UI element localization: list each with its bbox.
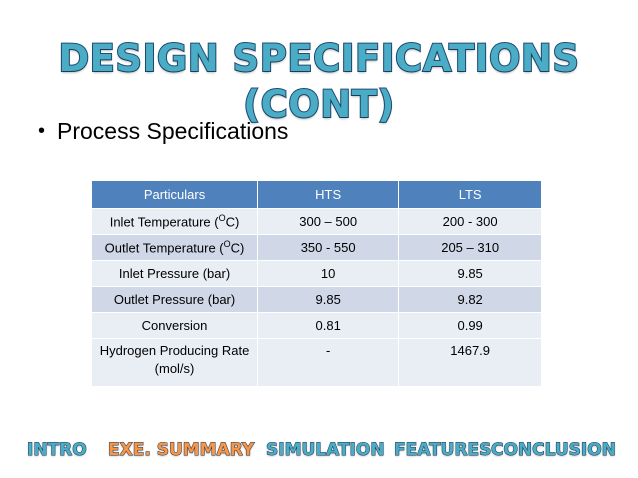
bottom-navigation: INTRO EXE. SUMMARY SIMULATION FEATURES C… bbox=[0, 438, 638, 468]
table-row: Inlet Temperature (OC) 300 – 500 200 - 3… bbox=[90, 208, 542, 235]
cell-lts: 0.99 bbox=[398, 312, 542, 339]
cell-particular-superscript: O bbox=[223, 239, 231, 250]
bullet-item: • Process Specifications bbox=[38, 118, 288, 145]
nav-features-link[interactable]: FEATURES bbox=[393, 440, 492, 461]
header-hts: HTS bbox=[257, 180, 400, 209]
cell-hts: 9.85 bbox=[257, 286, 400, 313]
cell-particular: Conversion bbox=[90, 312, 259, 339]
cell-particular-text: Inlet Temperature ( bbox=[109, 214, 219, 230]
table-row: Hydrogen Producing Rate (mol/s) - 1467.9 bbox=[90, 338, 542, 387]
cell-particular-unit: C) bbox=[230, 240, 245, 256]
cell-particular: Hydrogen Producing Rate (mol/s) bbox=[90, 338, 259, 387]
cell-particular: Inlet Pressure (bar) bbox=[90, 260, 259, 287]
cell-lts: 9.82 bbox=[398, 286, 542, 313]
nav-conclusion-link[interactable]: CONCLUSION bbox=[491, 440, 617, 461]
cell-particular-superscript: O bbox=[218, 213, 226, 224]
bullet-dot-icon: • bbox=[38, 120, 46, 142]
cell-particular: Outlet Pressure (bar) bbox=[90, 286, 259, 313]
bullet-text: Process Specifications bbox=[57, 118, 289, 144]
cell-hts: 0.81 bbox=[257, 312, 400, 339]
process-specifications-table: Particulars HTS LTS Inlet Temperature (O… bbox=[90, 180, 542, 387]
cell-hts: - bbox=[257, 338, 400, 387]
table-row: Outlet Temperature (OC) 350 - 550 205 – … bbox=[90, 234, 542, 261]
cell-particular: Outlet Temperature (OC) bbox=[90, 234, 259, 261]
table-header-row: Particulars HTS LTS bbox=[90, 180, 542, 209]
cell-lts: 9.85 bbox=[398, 260, 542, 287]
slide-title: DESIGN SPECIFICATIONS (CONT) bbox=[57, 36, 580, 127]
table-row: Outlet Pressure (bar) 9.85 9.82 bbox=[90, 286, 542, 313]
cell-lts: 200 - 300 bbox=[398, 208, 542, 235]
cell-particular-unit: C) bbox=[225, 214, 240, 230]
cell-hts: 350 - 550 bbox=[257, 234, 400, 261]
cell-lts: 205 – 310 bbox=[398, 234, 542, 261]
table-row: Inlet Pressure (bar) 10 9.85 bbox=[90, 260, 542, 287]
header-particulars: Particulars bbox=[90, 180, 259, 209]
cell-particular-text: Outlet Temperature ( bbox=[104, 240, 224, 256]
cell-lts: 1467.9 bbox=[398, 338, 542, 387]
table-row: Conversion 0.81 0.99 bbox=[90, 312, 542, 339]
header-lts: LTS bbox=[398, 180, 542, 209]
cell-hts: 10 bbox=[257, 260, 400, 287]
nav-exe-summary-link[interactable]: EXE. SUMMARY bbox=[107, 440, 255, 461]
nav-simulation-link[interactable]: SIMULATION bbox=[266, 440, 386, 461]
cell-particular: Inlet Temperature (OC) bbox=[90, 208, 259, 235]
cell-hts: 300 – 500 bbox=[257, 208, 400, 235]
nav-intro-link[interactable]: INTRO bbox=[27, 440, 88, 461]
